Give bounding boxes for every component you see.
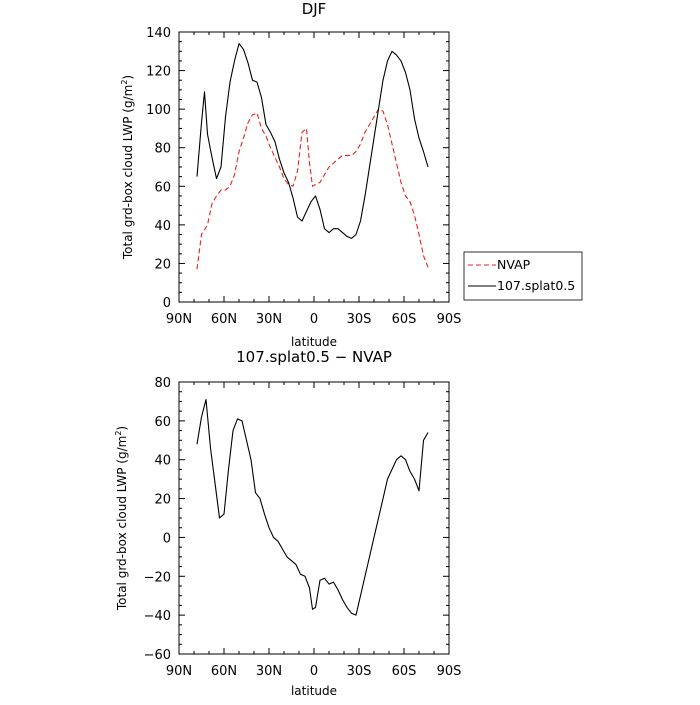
bottom-y-tick-label: 60 — [154, 415, 171, 430]
top-y-tick-label: 120 — [146, 65, 171, 80]
top-chart-legend: NVAP 107.splat0.5 — [463, 251, 583, 301]
top-x-tick-label: 30N — [256, 312, 282, 327]
bottom-x-tick-label: 90N — [166, 664, 192, 679]
top-y-tick-label: 40 — [154, 219, 171, 234]
legend-box — [463, 251, 583, 301]
bottom-chart-y-axis-label: Total grd-box cloud LWP (g/m2) — [114, 426, 129, 611]
top-x-tick-label: 30S — [347, 312, 372, 327]
top-y-tick-label: 20 — [154, 257, 171, 272]
top-chart-panel: DJF 90N 60N 30N 0 30S 60S 90S 0 20 40 60 80 100 120 14… — [120, 0, 583, 349]
top-series-line-107-splat0-5 — [196, 43, 429, 239]
bottom-chart-panel: 107.splat0.5 − NVAP 90N 60N 30N 0 30S 60S 90S −… — [114, 348, 461, 698]
top-series-line-nvap — [196, 108, 429, 270]
bottom-chart-title: 107.splat0.5 − NVAP — [236, 348, 392, 366]
bottom-y-tick-label: −40 — [144, 609, 171, 624]
top-y-tick-label: 140 — [146, 26, 171, 41]
bottom-series-line-difference — [196, 398, 429, 616]
top-x-tick-label: 60N — [211, 312, 237, 327]
bottom-y-tick-label: −20 — [144, 570, 171, 585]
top-x-tick-label: 90N — [166, 312, 192, 327]
top-y-tick-label: 0 — [163, 296, 171, 311]
bottom-y-tick-label: 40 — [154, 454, 171, 469]
top-chart-plot-frame — [178, 31, 450, 303]
bottom-x-tick-label: 30N — [256, 664, 282, 679]
legend-label-nvap: NVAP — [497, 257, 531, 272]
bottom-y-tick-label: 20 — [154, 493, 171, 508]
bottom-x-tick-label: 0 — [310, 664, 318, 679]
bottom-x-tick-label: 30S — [347, 664, 372, 679]
top-chart-title: DJF — [302, 0, 327, 18]
bottom-x-tick-label: 60N — [211, 664, 237, 679]
bottom-y-tick-label: −60 — [144, 648, 171, 663]
top-y-tick-label: 60 — [154, 180, 171, 195]
top-y-tick-label: 100 — [146, 103, 171, 118]
bottom-x-tick-label: 60S — [392, 664, 417, 679]
top-x-tick-label: 90S — [437, 312, 462, 327]
bottom-x-tick-label: 90S — [437, 664, 462, 679]
bottom-chart-x-axis-label: latitude — [291, 684, 337, 698]
legend-label-107-splat0-5: 107.splat0.5 — [497, 278, 575, 293]
top-x-tick-label: 0 — [310, 312, 318, 327]
top-x-tick-label: 60S — [392, 312, 417, 327]
top-chart-y-axis-label: Total grd-box cloud LWP (g/m2) — [120, 75, 135, 260]
top-y-tick-label: 80 — [154, 142, 171, 157]
bottom-y-tick-label: 80 — [154, 376, 171, 391]
top-chart-x-axis-label: latitude — [291, 335, 337, 349]
bottom-y-tick-label: 0 — [163, 531, 171, 546]
